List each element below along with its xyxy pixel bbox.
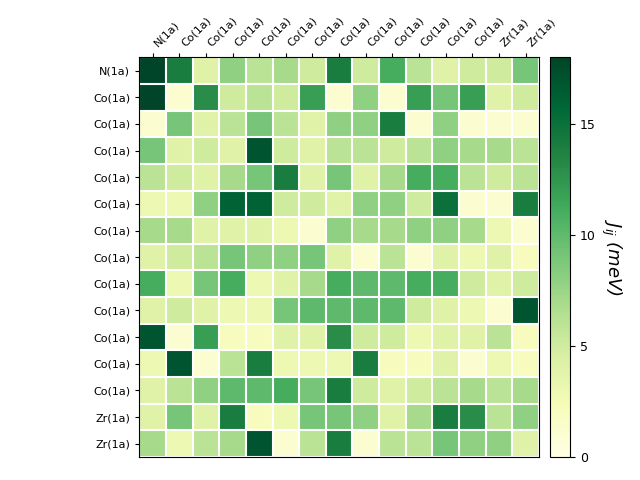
Y-axis label: $J_{ij}$ (meV): $J_{ij}$ (meV) bbox=[599, 219, 623, 296]
